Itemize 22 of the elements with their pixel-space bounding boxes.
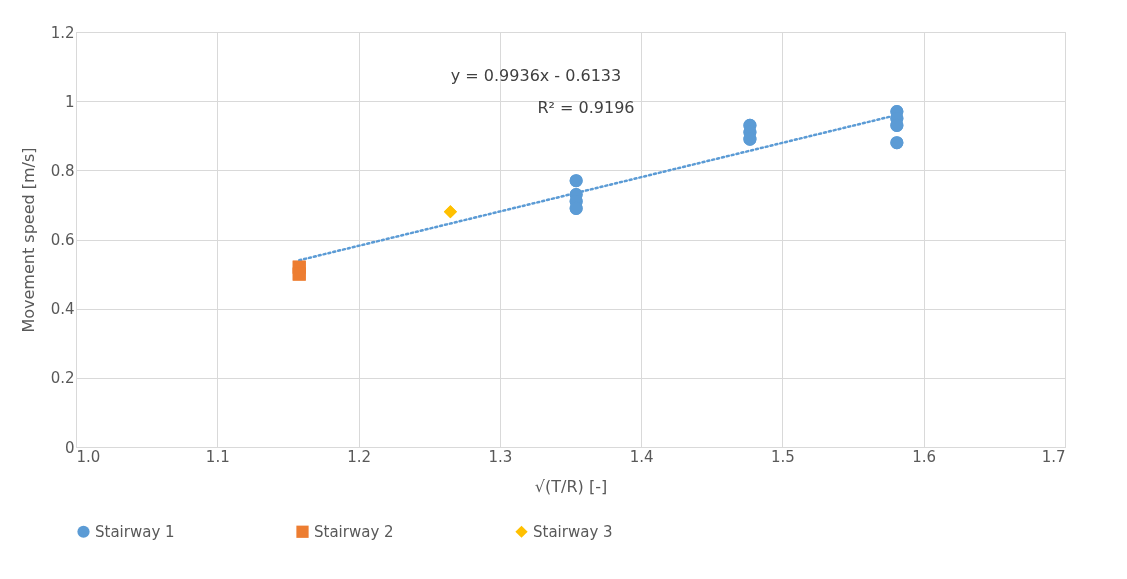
y-tick-label: 0.6 xyxy=(50,231,75,249)
x-tick-label: 1.3 xyxy=(488,447,513,466)
y-tick-label: 1 xyxy=(64,92,75,111)
x-tick-label: 1.6 xyxy=(912,447,937,466)
x-tick-label: 1.4 xyxy=(629,447,654,466)
y-tick-label: 0.4 xyxy=(50,300,75,319)
x-tick-label: 1.1 xyxy=(205,447,230,466)
y-axis-title: Movement speed [m/s] xyxy=(18,147,38,333)
x-tick-label: 1.0 xyxy=(76,447,101,466)
legend-label: Stairway 2 xyxy=(314,522,394,541)
legend-label: Stairway 3 xyxy=(533,522,613,541)
x-axis-title: √(T/R) [-] xyxy=(534,476,608,496)
y-tick-label: 0.8 xyxy=(50,161,75,180)
annotation: y = 0.9936x - 0.6133 xyxy=(450,66,622,85)
x-tick-label: 1.2 xyxy=(347,447,371,466)
x-tick-label: 1.7 xyxy=(1041,447,1066,466)
annotation: R² = 0.9196 xyxy=(537,98,635,117)
x-tick-label: 1.5 xyxy=(771,447,795,466)
y-tick-label: 1.2 xyxy=(50,23,75,42)
legend-label: Stairway 1 xyxy=(95,522,175,541)
y-tick-label: 0.2 xyxy=(50,369,75,388)
y-tick-label: 0 xyxy=(64,438,75,457)
